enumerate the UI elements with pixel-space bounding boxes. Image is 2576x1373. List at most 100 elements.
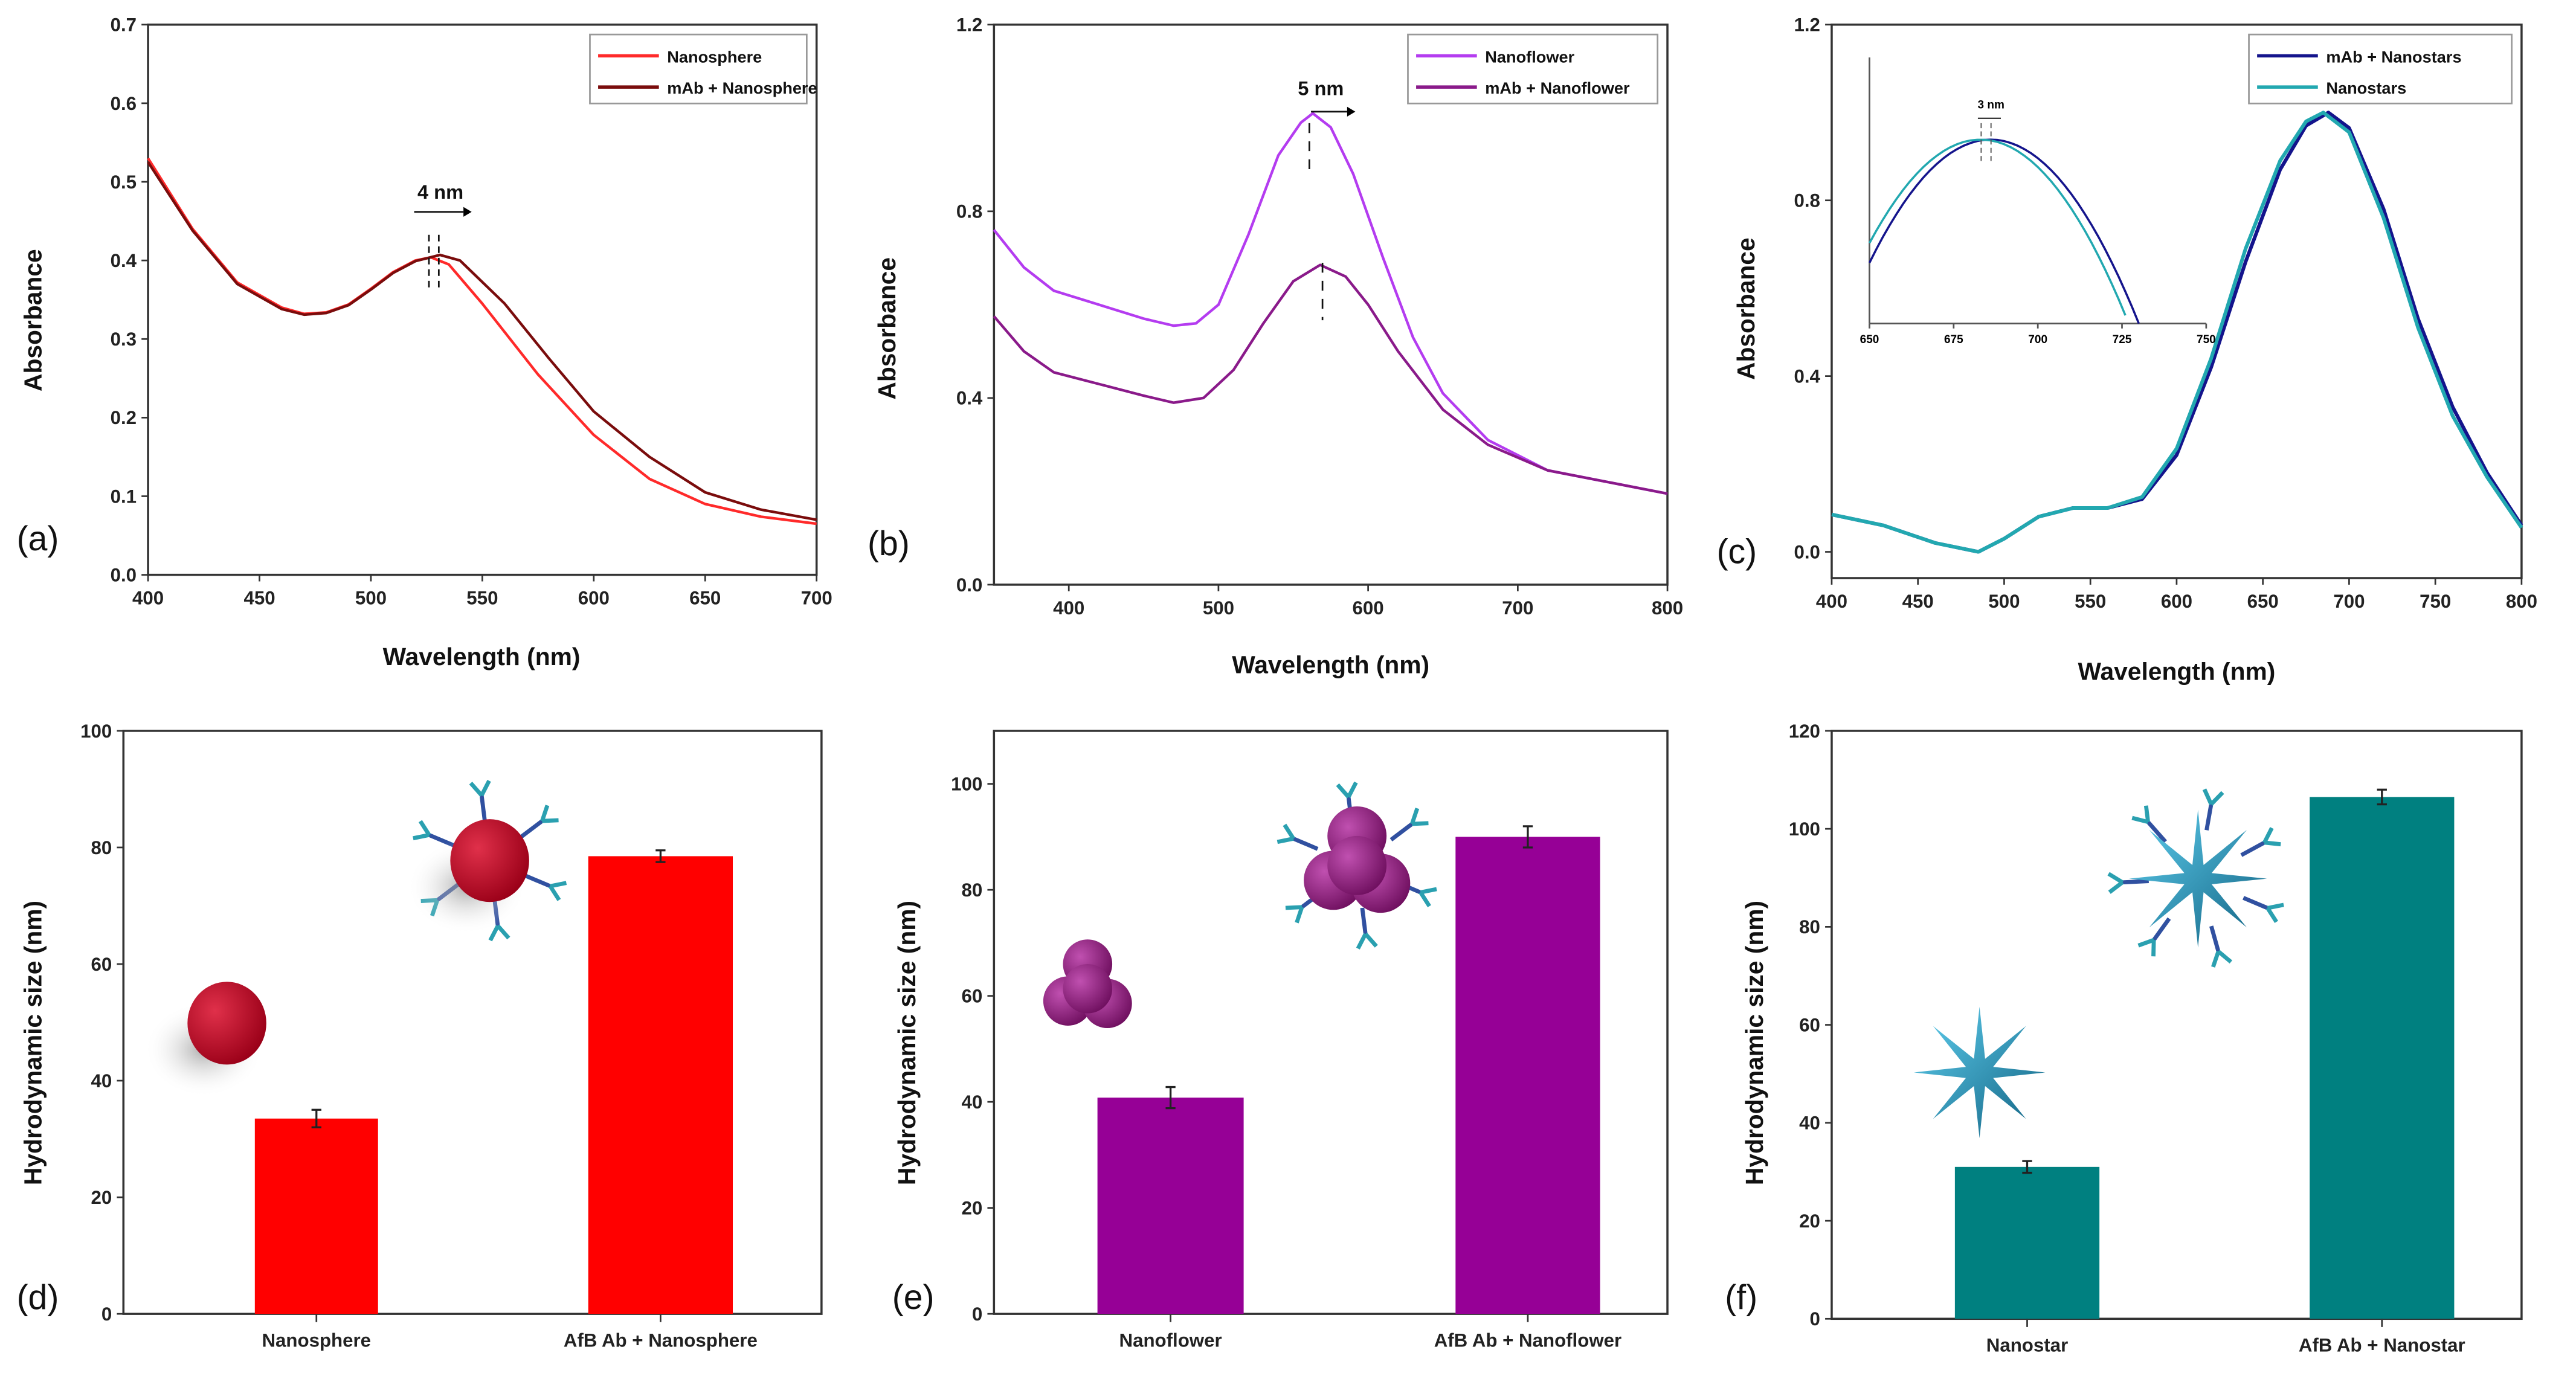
antibody-arm [1412, 821, 1429, 826]
antibody-icon [1389, 808, 1429, 841]
inset-series-1 [1868, 138, 2127, 316]
x-tick-label: 700 [1502, 597, 1533, 619]
antibody-stem [520, 819, 544, 839]
y-tick-label: 20 [1799, 1211, 1820, 1232]
antibody-icon [2137, 917, 2171, 957]
antibody-arm [550, 881, 567, 889]
error-bar [311, 1108, 321, 1128]
legend-box [2248, 33, 2513, 105]
antibody-arm [548, 885, 561, 901]
x-tick-label: 650 [2247, 591, 2279, 612]
antibody-arm [1336, 783, 1350, 799]
panel-label: (b) [868, 524, 910, 563]
arrow-head-icon [463, 207, 472, 217]
bar-0 [1954, 1166, 2100, 1319]
antibody-arm [2209, 791, 2224, 806]
antibody-arm [542, 818, 559, 823]
lobe [1063, 963, 1113, 1014]
series-line-0 [147, 157, 817, 526]
panel-a: 0.0 0.1 0.2 0.3 0.4 0.5 0.6 0.7 Absorbance (a) 400… [17, 14, 832, 670]
x-tick-label: 400 [1816, 591, 1847, 612]
x-tick-label: 800 [2506, 591, 2537, 612]
antibody-icon [2202, 788, 2224, 831]
antibody-stem [1292, 837, 1319, 851]
y-tick-label: 0 [972, 1304, 982, 1325]
antibody-stem [2243, 896, 2268, 910]
plot-frame [993, 24, 1669, 586]
error-bar [2377, 788, 2387, 806]
antibody-icon [2240, 827, 2281, 857]
nanostar-icon [1913, 1006, 2046, 1139]
inset-tick-label: 750 [2197, 333, 2216, 346]
antibody-arm [2211, 950, 2221, 968]
inset-annotation: 3 nm [1977, 98, 2004, 111]
y-tick-label: 0.5 [111, 172, 137, 193]
y-tick-label: 40 [962, 1092, 983, 1113]
y-tick-label: 80 [1799, 916, 1820, 937]
y-tick-label: 0.3 [111, 329, 137, 350]
antibody-arm [1295, 906, 1304, 924]
antibody-stem [525, 873, 552, 889]
category-label: Nanosphere [262, 1330, 371, 1351]
antibody-arm [2107, 872, 2124, 884]
y-tick-label: 40 [91, 1070, 112, 1092]
antibody-arm [1285, 905, 1302, 910]
category-label: AfB Ab + Nanosphere [564, 1330, 758, 1351]
x-tick-label: 750 [2420, 591, 2451, 612]
arrow-head-icon [1347, 106, 1356, 117]
panel-e: 0 20 40 60 80 100 Hydrodynamic size (nm) (e) Nan… [892, 730, 1669, 1351]
y-tick-label: 60 [91, 954, 112, 975]
category-label: Nanostar [1986, 1335, 2068, 1356]
y-tick-label: 0.7 [111, 14, 137, 36]
category-label: Nanoflower [1119, 1330, 1222, 1351]
y-axis-label: Hydrodynamic size (nm) [1740, 901, 1768, 1185]
antibody-icon [2131, 805, 2167, 843]
y-tick-label: 0.0 [956, 574, 982, 596]
panel-b: 0.0 0.4 0.8 1.2 Absorbance (b) 400 500 600 700 800… [868, 14, 1683, 679]
inset-tick-label: 725 [2113, 333, 2132, 346]
x-tick-label: 700 [801, 588, 832, 609]
legend-entry: Nanoflower [1485, 47, 1574, 66]
x-tick-label: 650 [689, 588, 721, 609]
antibody-stem [1360, 907, 1368, 934]
legend-entry: Nanosphere [667, 47, 762, 66]
x-tick-label: 800 [1652, 597, 1683, 619]
antibody-arm [2108, 881, 2124, 894]
bar-1 [588, 856, 733, 1314]
antibody-stem [2240, 840, 2265, 857]
x-tick-label: 700 [2333, 591, 2365, 612]
inset-tick-label: 700 [2028, 333, 2047, 346]
x-tick-label: 550 [2075, 591, 2106, 612]
antibody-arm [480, 780, 491, 797]
bar-1 [1455, 837, 1600, 1314]
plot-frame [993, 730, 1669, 1315]
antibody-icon [469, 780, 491, 822]
y-axis-label: Absorbance [1732, 237, 1760, 380]
antibody-arm [2202, 788, 2214, 805]
antibody-arm [1364, 932, 1378, 948]
y-tick-label: 20 [91, 1187, 112, 1208]
antibody-arm [469, 782, 483, 797]
antibody-icon [2243, 896, 2284, 924]
y-tick-label: 0.4 [1794, 366, 1820, 387]
y-tick-label: 60 [1799, 1014, 1820, 1035]
legend-entry: mAb + Nanoflower [1485, 79, 1630, 97]
antibody-arm [1410, 808, 1420, 825]
y-tick-label: 0.4 [956, 388, 983, 409]
x-tick-label: 450 [1902, 591, 1934, 612]
error-bar [1522, 825, 1533, 849]
antibody-arm [496, 924, 510, 940]
y-tick-label: 80 [962, 879, 983, 901]
antibody-stem [2209, 925, 2221, 952]
antibody-icon [413, 820, 454, 847]
antibody-arm [488, 925, 500, 942]
x-tick-label: 500 [355, 588, 387, 609]
inset-tick-label: 675 [1944, 333, 1963, 346]
antibody-stem [479, 795, 487, 822]
inset-chart: 650 675 700 725 750 3 nm [1860, 57, 2216, 346]
series-line-1 [993, 263, 1668, 495]
y-tick-label: 20 [962, 1198, 983, 1219]
legend-entry: Nanostars [2326, 79, 2406, 97]
x-tick-label: 400 [1053, 597, 1084, 619]
x-tick-label: 600 [578, 588, 610, 609]
